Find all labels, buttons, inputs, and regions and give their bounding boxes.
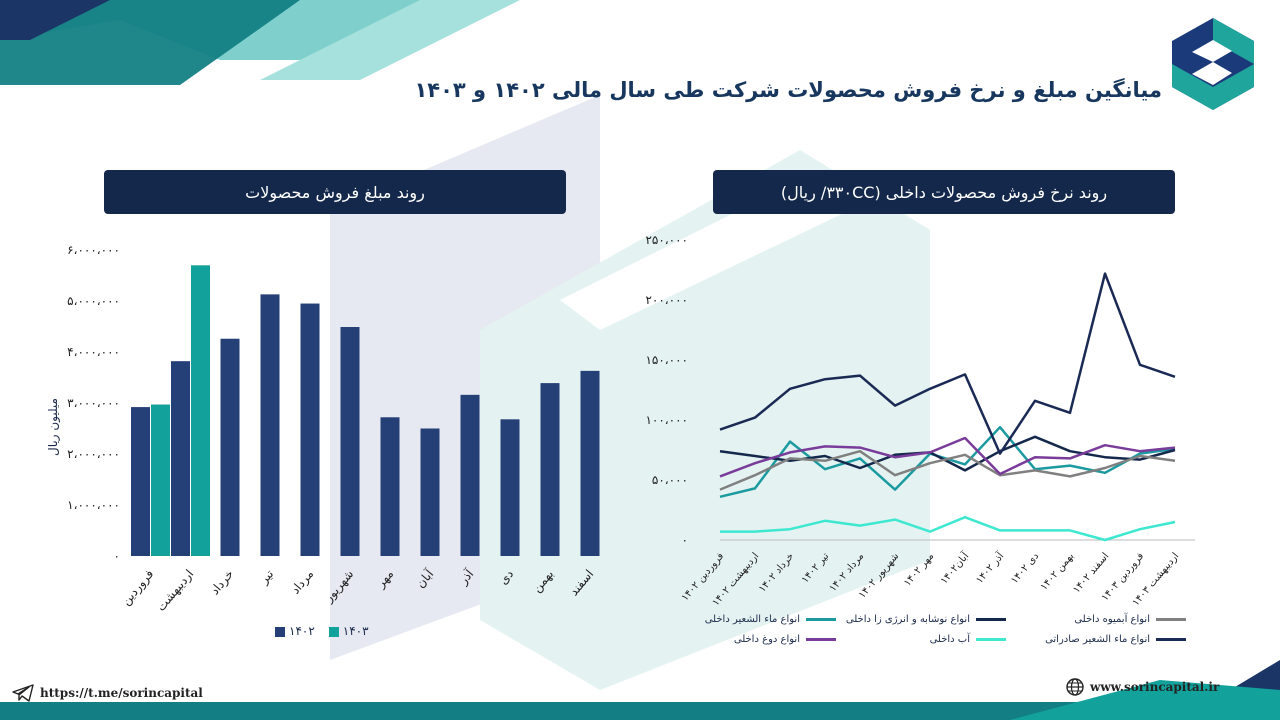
bar-۱۴۰۲ (260, 294, 280, 556)
x-tick-label: فروردین (119, 567, 157, 609)
bar-۱۴۰۲ (460, 394, 480, 556)
y-tick-label: ۶،۰۰۰،۰۰۰ (67, 243, 120, 257)
legend-item-beer-export: انواع ماء الشعیر صادراتی (1045, 634, 1186, 645)
series-line (719, 272, 1176, 455)
telegram-link-text: https://t.me/sorincapital (40, 686, 203, 700)
y-tick-label: ۵۰،۰۰۰ (652, 473, 688, 487)
bar-chart-legend: ۱۴۰۲ ۱۴۰۳ (275, 624, 369, 638)
x-tick-label: تیر ۱۴۰۲ (800, 551, 832, 586)
bar-۱۴۰۲ (300, 303, 320, 556)
x-tick-label: اسفند (567, 567, 597, 599)
x-tick-label: بهمن (530, 567, 558, 596)
x-tick-label: شهریور (321, 567, 357, 606)
y-tick-label: ۲،۰۰۰،۰۰۰ (67, 447, 120, 461)
legend-label-1403: ۱۴۰۳ (342, 624, 369, 638)
x-tick-label: مرداد ۱۴۰۲ (828, 551, 867, 594)
x-tick-label: مهر (373, 567, 397, 592)
y-tick-label: ۱۵۰،۰۰۰ (645, 353, 688, 367)
bar-chart-header: روند مبلغ فروش محصولات (104, 170, 566, 214)
legend-swatch-1403 (328, 626, 339, 637)
y-tick-label: ۱۰۰،۰۰۰ (645, 413, 688, 427)
bar-۱۴۰۲ (171, 361, 190, 556)
bar-۱۴۰۲ (131, 407, 150, 556)
legend-swatch-1402 (275, 626, 285, 637)
x-tick-label: بهمن ۱۴۰۲ (1039, 551, 1077, 593)
legend-item-doogh-domestic: انواع دوغ داخلی (734, 634, 836, 645)
series-line (719, 449, 1176, 491)
page-title: میانگین مبلغ و نرخ فروش محصولات شرکت طی … (414, 78, 1162, 102)
legend-label-1402: ۱۴۰۲ (289, 624, 315, 638)
company-logo-icon (1172, 18, 1254, 110)
line-chart: ۰۵۰،۰۰۰۱۰۰،۰۰۰۱۵۰،۰۰۰۲۰۰،۰۰۰۲۵۰،۰۰۰فرورد… (645, 233, 1195, 608)
x-tick-label: آذر ۱۴۰۲ (973, 549, 1007, 586)
legend-label: انواع ماء الشعیر داخلی (704, 614, 800, 625)
legend-label: انواع نوشابه و انرژی زا داخلی (845, 614, 970, 625)
x-tick-label: مهر ۱۴۰۲ (902, 551, 936, 589)
bar-۱۴۰۲ (540, 383, 560, 556)
x-tick-label: دی ۱۴۰۲ (1009, 551, 1041, 586)
legend-label: انواع دوغ داخلی (733, 634, 800, 645)
y-tick-label: ۳،۰۰۰،۰۰۰ (67, 396, 120, 410)
y-tick-label: ۵،۰۰۰،۰۰۰ (67, 294, 120, 308)
legend-item-water-domestic: آب داخلی (930, 634, 1006, 645)
y-tick-label: ۰ (682, 533, 688, 547)
y-tick-label: ۲۵۰،۰۰۰ (645, 233, 688, 247)
telegram-link[interactable]: https://t.me/sorincapital (12, 684, 203, 702)
bar-۱۴۰۲ (580, 370, 600, 556)
bar-۱۴۰۲ (420, 428, 440, 556)
legend-item-beer-domestic: انواع ماء الشعیر داخلی (705, 614, 836, 625)
bar-۱۴۰۲ (380, 417, 400, 556)
bar-۱۴۰۳ (191, 265, 210, 556)
series-line (719, 436, 1176, 478)
website-link[interactable]: www.sorincapital.ir (1066, 678, 1219, 696)
x-tick-label: تیر (256, 567, 277, 588)
website-text: www.sorincapital.ir (1090, 680, 1220, 694)
legend-item-1403: ۱۴۰۳ (328, 624, 369, 638)
x-tick-label: خرداد ۱۴۰۲ (757, 551, 796, 595)
bar-۱۴۰۲ (500, 419, 520, 556)
x-tick-label: اردیبهشت (154, 567, 197, 615)
y-tick-label: ۴،۰۰۰،۰۰۰ (67, 345, 120, 359)
x-tick-label: خرداد (208, 567, 238, 598)
line-chart-header: روند نرخ فروش محصولات داخلی (۳۳۰CC/ ریال… (713, 170, 1175, 214)
legend-item-1402: ۱۴۰۲ (275, 624, 315, 638)
bar-chart: ۰ ۱،۰۰۰،۰۰۰ ۲،۰۰۰،۰۰۰ ۳،۰۰۰،۰۰۰ ۴،۰۰۰،۰۰۰ ۵،۰… (67, 243, 600, 615)
bar-۱۴۰۳ (151, 404, 170, 556)
legend-label: انواع آبمیوه داخلی (1074, 614, 1150, 625)
y-tick-label: ۱،۰۰۰،۰۰۰ (67, 498, 120, 512)
series-line (720, 515, 1176, 542)
y-tick-label: ۲۰۰،۰۰۰ (645, 293, 688, 307)
telegram-icon (12, 684, 34, 702)
x-tick-label: آبان (412, 566, 436, 591)
x-tick-label: دی (496, 567, 516, 587)
legend-item-juice-domestic: انواع آبمیوه داخلی (1074, 614, 1186, 625)
bar-۱۴۰۲ (340, 327, 360, 556)
globe-icon (1066, 678, 1084, 696)
legend-label: انواع ماء الشعیر صادراتی (1045, 634, 1150, 645)
bar-۱۴۰۲ (220, 338, 240, 556)
x-tick-label: آذر (455, 566, 478, 589)
legend-label: آب داخلی (929, 634, 970, 645)
x-tick-label: آبان۱۴۰۲ (937, 549, 972, 587)
x-tick-label: مرداد (288, 567, 317, 597)
y-tick-label: ۰ (114, 549, 120, 563)
legend-item-soda-domestic: انواع نوشابه و انرژی زا داخلی (846, 614, 1006, 625)
